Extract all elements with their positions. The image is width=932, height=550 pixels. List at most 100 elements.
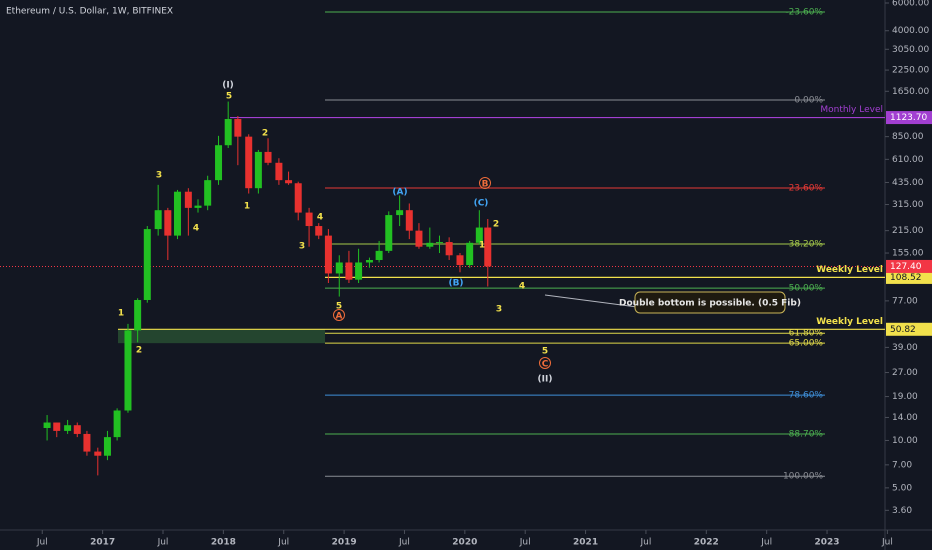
candle-body — [435, 242, 443, 244]
candle-body — [445, 242, 453, 256]
price-tag — [886, 259, 932, 273]
demand-zone — [118, 329, 325, 344]
wave-circle — [479, 177, 491, 189]
wave-label: 3 — [156, 171, 162, 181]
x-tick-label: 2019 — [332, 538, 357, 548]
candle-body — [64, 425, 72, 431]
wave-label: 5 — [542, 347, 548, 357]
wave-label: 4 — [193, 224, 199, 234]
y-tick-label: 435.00 — [892, 178, 924, 188]
candle-body — [204, 180, 212, 206]
candle-body — [426, 242, 434, 247]
y-tick-label: 27.00 — [892, 368, 918, 378]
candle-body — [184, 191, 192, 208]
y-tick-label: 4000.00 — [892, 26, 929, 36]
candle-body — [94, 451, 102, 456]
x-tick-label: 2020 — [452, 538, 477, 548]
fib-label: 88.70% — [789, 429, 824, 439]
x-tick-label: Jul — [157, 538, 169, 548]
y-tick-label: 19.00 — [892, 392, 918, 402]
y-tick-label: 850.00 — [892, 132, 924, 142]
candle-body — [456, 255, 464, 266]
candle-body — [345, 262, 353, 280]
candle-body — [245, 136, 253, 189]
price-tag-label: 108.52 — [890, 273, 922, 283]
x-tick-label: Jul — [277, 538, 289, 548]
y-tick-label: 5.00 — [892, 483, 912, 493]
candle-body — [134, 299, 142, 331]
wave-label: 4 — [317, 213, 323, 223]
wave-label: 2 — [493, 220, 499, 230]
x-tick-label: Jul — [640, 538, 652, 548]
candle-body — [194, 205, 202, 208]
y-tick-label: 77.00 — [892, 296, 918, 306]
wave-label: (I) — [222, 81, 234, 91]
y-tick-label: 315.00 — [892, 200, 924, 210]
candle-body — [466, 242, 474, 266]
candle-body — [164, 210, 172, 236]
candle-body — [143, 229, 151, 300]
candle-body — [43, 422, 51, 428]
wave-label: 3 — [299, 242, 305, 252]
candle-body — [173, 191, 181, 236]
candle-body — [254, 151, 262, 189]
fib-label: 0.00% — [794, 96, 823, 106]
x-tick-label: Jul — [398, 538, 410, 548]
price-tag-label: 1123.70 — [890, 113, 927, 123]
candle-body — [365, 259, 373, 263]
callout-box — [634, 291, 786, 314]
wave-label: 3 — [496, 305, 502, 315]
wave-label: (II) — [538, 375, 553, 385]
wave-label: (C) — [474, 199, 489, 209]
level-name: Monthly Level — [820, 105, 883, 115]
price-tag-label: 50.82 — [890, 325, 916, 335]
x-tick-label: Jul — [36, 538, 48, 548]
candle-body — [415, 230, 423, 247]
wave-label: 5 — [336, 302, 342, 312]
fib-label: 100.00% — [783, 472, 823, 482]
y-tick-label: 14.00 — [892, 413, 918, 423]
candle-body — [215, 145, 223, 181]
price-tag — [886, 322, 932, 336]
candle-body — [285, 180, 293, 184]
fib-label: 23.60% — [789, 184, 824, 194]
candle-body — [73, 425, 81, 434]
candle-body — [103, 437, 111, 456]
x-tick-label: 2022 — [694, 538, 719, 548]
candle-body — [396, 210, 404, 216]
y-tick-label: 1650.00 — [892, 87, 929, 97]
wave-label: 2 — [136, 346, 142, 356]
y-tick-label: 39.00 — [892, 343, 918, 353]
fib-label: 38.20% — [789, 239, 824, 249]
wave-label: (A) — [392, 188, 407, 198]
candle-body — [405, 210, 413, 231]
fib-label: 65.00% — [789, 339, 824, 349]
y-tick-label: 10.00 — [892, 436, 918, 446]
candle-body — [305, 212, 313, 227]
wave-label: 1 — [479, 241, 485, 251]
candle-body — [275, 162, 283, 181]
wave-circle — [539, 357, 551, 369]
chart-title: Ethereum / U.S. Dollar, 1W, BITFINEX — [6, 7, 173, 17]
x-tick-label: 2021 — [573, 538, 598, 548]
candle-body — [53, 422, 61, 431]
price-tag-label: 127.40 — [890, 262, 922, 272]
wave-label: (B) — [448, 279, 463, 289]
y-tick-label: 215.00 — [892, 226, 924, 236]
candle-body — [355, 262, 363, 280]
y-tick-label: 6000.00 — [892, 0, 929, 9]
level-name: Weekly Level — [816, 265, 883, 275]
candle-body — [83, 433, 91, 452]
candle-body — [475, 227, 483, 243]
wave-label: A — [336, 312, 343, 322]
x-tick-label: 2023 — [815, 538, 840, 548]
price-tag — [886, 270, 932, 284]
candle-body — [264, 151, 272, 163]
candle-body — [385, 215, 393, 251]
candle-body — [234, 119, 242, 137]
price-tag — [886, 111, 932, 125]
wave-label: C — [542, 360, 549, 370]
candle-body — [294, 183, 302, 213]
candle-body — [124, 330, 132, 411]
x-tick-label: 2018 — [211, 538, 236, 548]
